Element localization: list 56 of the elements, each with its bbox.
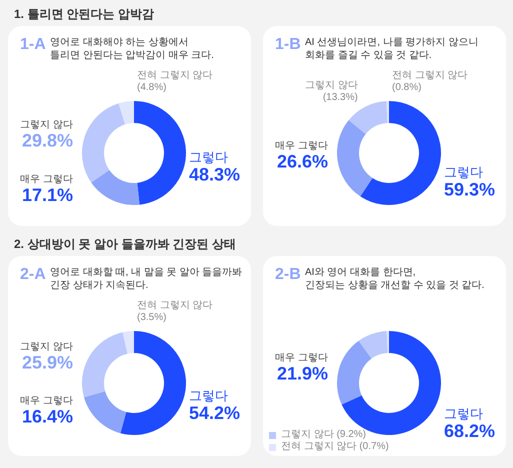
chart-subtitle: AI 선생님이라면, 나를 평가하지 않으니 회화를 즐길 수 있을 것 같다. [305,36,480,62]
donut-slice [91,170,140,205]
data-label: 26.6% [276,152,328,172]
data-label: (3.5%) [137,312,166,323]
slice-label: 매우 그렇다 [20,395,73,406]
donut-slice [82,103,126,182]
slice-label: 그렇지 않다 [20,341,73,352]
data-label: 29.8% [22,130,73,151]
slice-label: 그렇지 않다 [20,120,73,131]
chart-subtitle: 영어로 대화할 때, 내 말을 못 알아 들을까봐 긴장 상태가 지속된다. [50,266,244,292]
slice-label: 그렇다 [189,388,228,403]
data-label: 59.3% [444,180,496,200]
data-label: 48.3% [189,164,240,185]
donut-slice [358,331,388,359]
donut-slice [386,101,389,124]
chart-title: 1-B [275,36,301,54]
slice-label: 전혀 그렇지 않다 [137,300,213,311]
donut-slice [360,101,441,205]
donut-slice [82,332,128,398]
chart-subtitle: 영어로 대화해야 하는 상황에서 틀리면 안된다는 압박감이 매우 크다. [50,36,215,62]
data-label: 25.9% [22,352,73,372]
data-label: 68.2% [444,420,496,441]
data-label: (4.8%) [137,82,166,93]
slice-label: 그렇지 않다 [305,80,358,91]
chart-title: 2-A [20,266,46,284]
donut-slice [84,391,126,434]
legend-label: 전혀 그렇지 않다 [281,441,357,452]
data-label: 16.4% [22,406,73,426]
donut-slice [118,101,134,124]
donut-slice [122,331,134,354]
donut-slice [134,101,186,205]
slice-label: 매우 그렇다 [275,352,328,364]
data-label: (13.3%) [322,92,358,103]
slice-label: 전혀 그렇지 않다 [137,70,213,81]
slice-label: 그렇다 [444,406,483,421]
data-label: (9.2%) [336,429,366,440]
data-label: 17.1% [22,185,73,206]
slice-label: 그렇다 [444,164,483,180]
slice-label: 매우 그렇다 [20,174,73,186]
slice-label: 그렇다 [189,150,228,165]
donut-slice [337,340,372,405]
data-label: 54.2% [189,402,240,423]
text: 1. 틀리면 안된다는 압박감 [14,7,154,21]
chart-title: 1-A [20,36,46,54]
data-label: 21.9% [276,364,328,384]
donut-slice [337,120,372,196]
donut-slice [120,331,186,435]
chart-title: 2-B [275,266,301,284]
legend-label: 그렇지 않다 [281,429,334,440]
slice-label: 전혀 그렇지 않다 [392,70,468,81]
data-label: (0.8%) [392,82,422,93]
chart-subtitle: AI와 영어 대화를 한다면, 긴장되는 상황을 개선할 수 있을 것 같다. [305,266,486,292]
text: 2. 상대방이 못 알아 들을까봐 긴장된 상태 [14,237,236,251]
slice-label: 매우 그렇다 [275,140,328,152]
data-label: (0.7%) [359,441,389,452]
donut-slice [348,101,388,134]
